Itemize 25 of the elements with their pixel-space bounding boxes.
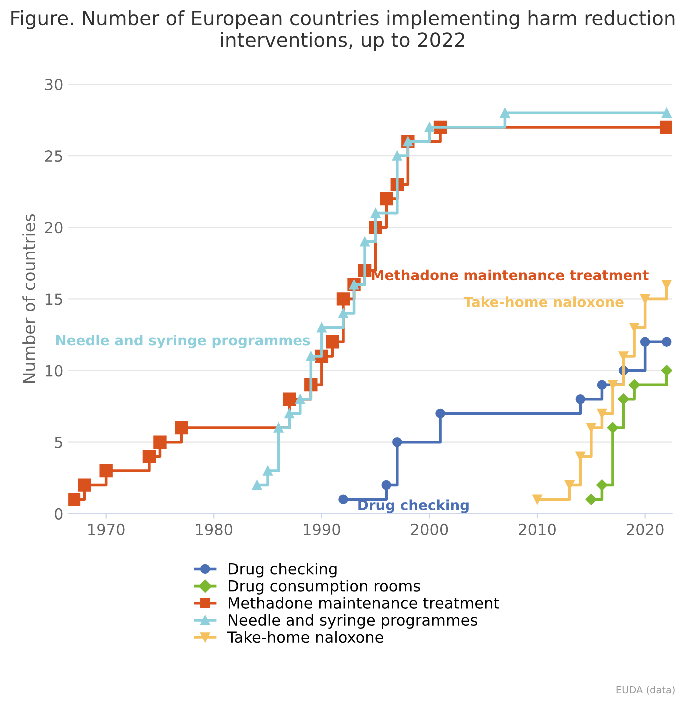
x-tick-label: 2000 [411,524,448,536]
text: Needle and syringe programmes [56,334,310,348]
x-tick-label: 1970 [88,524,125,536]
chart-title: Figure. Number of European countries implementing harm reduction interventions, up to 2022 [12,10,675,52]
legend-label: Needle and syringe programmes [229,614,478,629]
y-tick-label: 25 [45,150,62,162]
text: Take-home naloxone [464,296,624,308]
y-tick-label: 15 [46,294,62,306]
y-axis-title: Number of countries [22,214,36,384]
x-tick-label: 1980 [196,524,233,536]
x-tick-label: 2020 [627,524,664,536]
x-tick-label: 2010 [519,524,556,536]
y-tick-label: 5 [55,437,62,448]
text: Methadone maintenance treatment [372,270,649,281]
y-tick-label: 0 [55,508,63,520]
legend-label: Take-home naloxone [227,631,384,644]
x-tick-label: 1990 [304,524,340,536]
text: Drug checking [358,500,469,514]
legend-label: Drug checking [229,562,337,578]
y-tick-label: 30 [45,78,63,90]
y-tick-label: 20 [45,222,63,234]
text: EUDA (data) [616,686,675,695]
y-tick-label: 10 [46,365,63,377]
legend-label: Methadone maintenance treatment [229,597,500,609]
legend-label: Drug consumption rooms [229,580,420,595]
